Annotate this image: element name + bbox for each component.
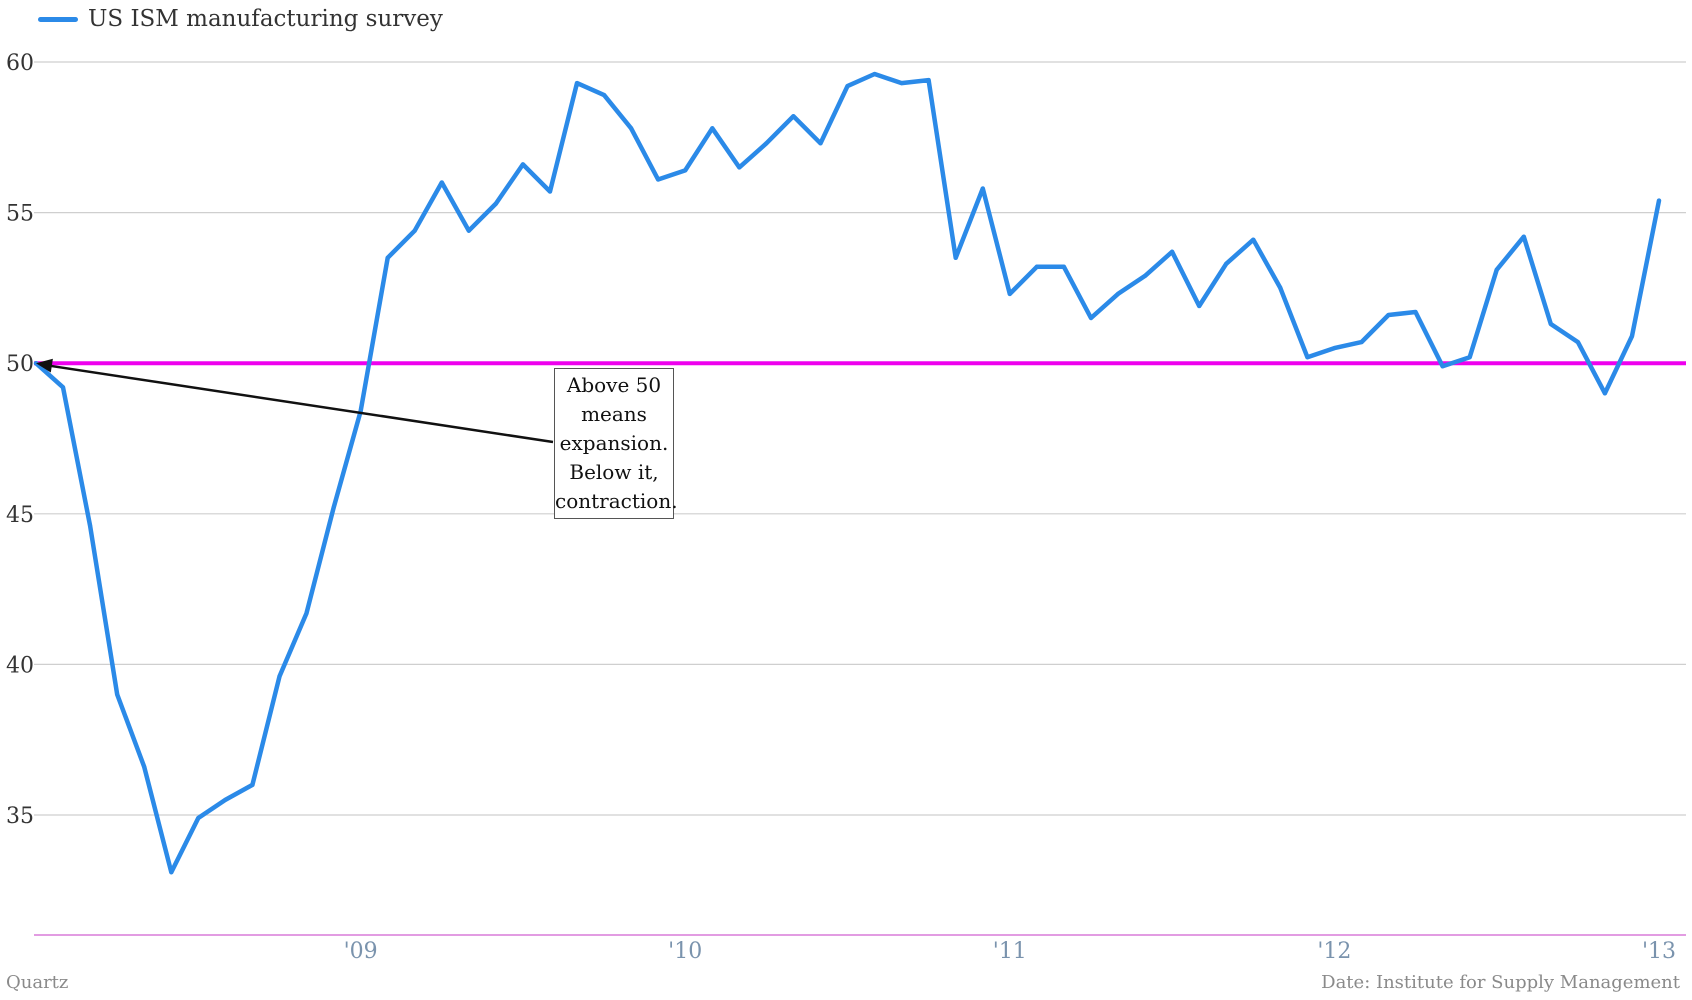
data-point: [791, 114, 796, 119]
data-point: [1143, 273, 1147, 278]
data-point: [737, 165, 742, 170]
annotation-arrow-head: [36, 358, 53, 373]
data-point: [1197, 304, 1202, 308]
y-tick-labels: 35 40 45 50 55 60: [6, 51, 34, 829]
y-tick-label: 50: [6, 352, 34, 377]
legend-swatch: [38, 16, 78, 22]
data-point: [629, 126, 634, 131]
x-tick-label: '10: [668, 939, 702, 964]
x-tick-label: '11: [993, 939, 1027, 964]
data-point: [1657, 198, 1661, 203]
x-tick-label: '09: [344, 939, 378, 964]
data-point: [1386, 313, 1391, 317]
data-point: [493, 201, 498, 206]
data-point: [439, 180, 444, 185]
legend: US ISM manufacturing survey: [38, 6, 443, 32]
data-point: [602, 93, 607, 98]
x-tick-labels: '09 '10 '11 '12 '13: [344, 939, 1676, 964]
x-tick-label: '13: [1642, 939, 1676, 964]
data-point: [520, 162, 525, 167]
data-point: [1521, 234, 1526, 239]
data-point: [1440, 364, 1445, 369]
data-point: [169, 870, 174, 875]
data-point: [115, 692, 120, 697]
data-point: [1602, 391, 1607, 396]
series-points: [34, 72, 1661, 875]
data-point: [818, 141, 823, 146]
data-point: [899, 81, 904, 86]
data-point: [1630, 334, 1634, 339]
data-point: [710, 126, 715, 131]
data-point: [250, 782, 255, 787]
data-point: [1251, 237, 1256, 242]
data-point: [1278, 285, 1283, 290]
series-line-ism: [33, 71, 1662, 875]
data-point: [1089, 316, 1093, 320]
annotation-arrow-shaft: [45, 363, 554, 444]
data-point: [1494, 267, 1499, 272]
data-point: [548, 189, 552, 194]
source-note: Date: Institute for Supply Management: [1321, 972, 1680, 993]
data-point: [385, 255, 390, 260]
y-tick-label: 55: [6, 202, 34, 227]
data-point: [1332, 346, 1337, 351]
data-point: [1359, 340, 1364, 345]
annotation-box: Above 50 means expansion. Below it, cont…: [554, 368, 678, 519]
y-gridlines: [34, 61, 1686, 816]
data-point: [331, 505, 336, 510]
data-point: [223, 797, 228, 802]
data-point: [953, 255, 958, 260]
annotation-arrow: [36, 358, 554, 444]
data-point: [764, 141, 769, 146]
y-tick-label: 45: [6, 503, 34, 528]
data-point: [1575, 340, 1580, 345]
data-point: [412, 228, 417, 233]
data-point: [980, 186, 985, 191]
data-point: [1548, 322, 1553, 326]
data-point: [466, 228, 471, 233]
data-point: [872, 72, 877, 76]
data-point: [683, 168, 688, 173]
y-tick-label: 40: [6, 653, 34, 678]
data-point: [656, 177, 661, 182]
x-tick-label: '12: [1317, 939, 1351, 964]
data-point: [845, 84, 850, 89]
annotation-line: Above 50: [566, 373, 662, 397]
data-point: [304, 611, 309, 616]
y-tick-label: 60: [6, 51, 34, 76]
data-point: [1467, 355, 1472, 360]
legend-label: US ISM manufacturing survey: [88, 6, 443, 32]
data-point: [61, 385, 65, 390]
data-point: [1413, 310, 1418, 314]
data-point: [1116, 291, 1120, 296]
data-point: [1305, 355, 1310, 360]
credit-quartz: Quartz: [6, 972, 69, 993]
data-point: [1034, 264, 1039, 269]
data-point: [926, 78, 931, 83]
data-point: [1224, 261, 1229, 266]
data-point: [1061, 264, 1066, 269]
annotation-line: Below it,: [569, 460, 659, 484]
data-point: [196, 816, 201, 820]
data-point: [575, 81, 579, 86]
annotation-line: means: [581, 402, 647, 426]
data-point: [142, 764, 147, 769]
data-point: [1170, 249, 1175, 254]
data-point: [88, 523, 93, 528]
y-tick-label: 35: [6, 804, 34, 829]
annotation-line: expansion.: [559, 431, 669, 455]
data-point: [277, 674, 282, 679]
data-point: [1007, 291, 1012, 296]
annotation-line: contraction.: [555, 489, 678, 513]
